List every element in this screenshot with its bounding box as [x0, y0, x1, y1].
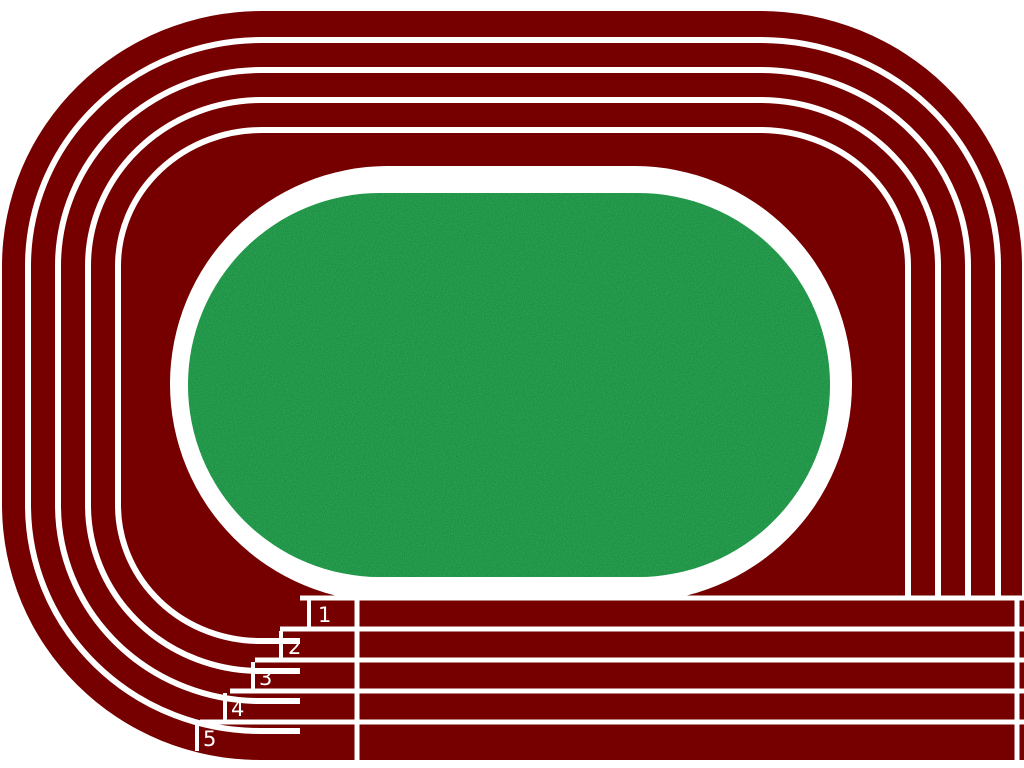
- lane-lines: [25, 37, 1001, 734]
- lane-line-outer-1: [25, 37, 1001, 734]
- lane-number-1: 1: [318, 603, 331, 627]
- home-straight: [195, 595, 1024, 760]
- lane-number-5: 5: [203, 727, 216, 751]
- lane-line-outer-3: [85, 97, 941, 674]
- straight-lane-lines: [200, 595, 1024, 725]
- lane-numbers: 1 2 3 4 5: [203, 603, 331, 751]
- lane-line-outer-2: [55, 67, 971, 704]
- staggered-start-marks: [195, 600, 311, 751]
- lane-number-2: 2: [288, 635, 301, 659]
- lane-number-3: 3: [259, 666, 272, 690]
- lane-line-outer-4: [115, 127, 911, 644]
- home-straight-surface: [300, 598, 1024, 760]
- lane-number-4: 4: [231, 697, 244, 721]
- infield-grass: [188, 193, 830, 577]
